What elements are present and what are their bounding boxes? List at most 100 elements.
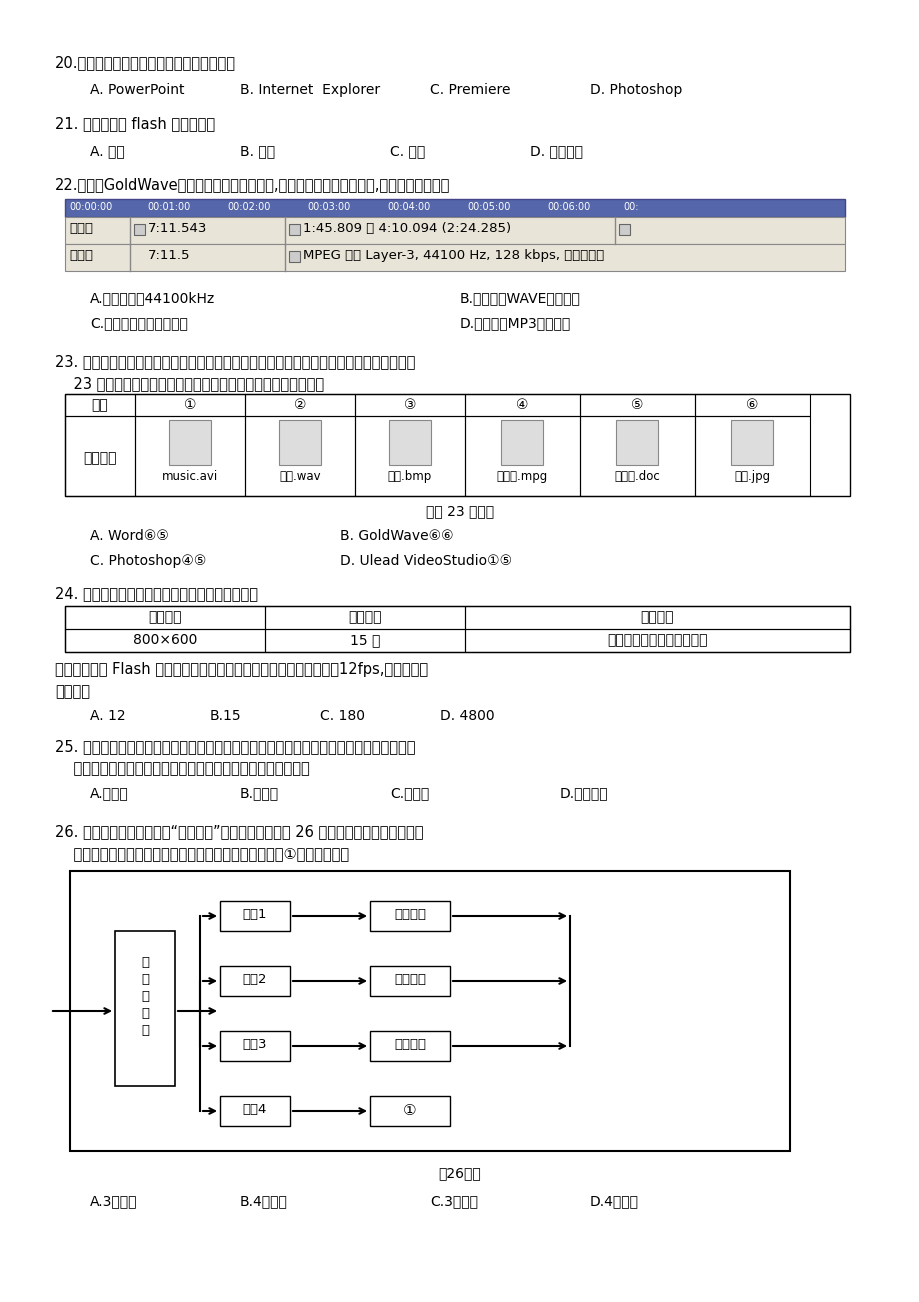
Text: 15 秒: 15 秒 [349,633,380,647]
Text: 7:11.5: 7:11.5 [148,249,190,262]
Text: 界: 界 [141,1006,149,1019]
Text: C.这是一个单声道的音频: C.这是一个单声道的音频 [90,316,187,329]
Text: D. 4800: D. 4800 [439,710,494,723]
Text: 该同学准备用 Flash 软件制作这个片头动画，文档的帧频属性设置为12fps,则该文档总: 该同学准备用 Flash 软件制作这个片头动画，文档的帧频属性设置为12fps,… [55,661,427,677]
Bar [694,395,809,417]
Text: （第 23 题图）: （第 23 题图） [425,504,494,518]
Text: 25. 小李在暑期参观了上海世博会，他想把一些好的场景以图片的形式拍摄下来，以便回家: 25. 小李在暑期参观了上海世博会，他想把一些好的场景以图片的形式拍摄下来，以便… [55,740,415,754]
Text: C.扫描义: C.扫描义 [390,786,429,799]
Text: 1:45.809 到 4:10.094 (2:24.285): 1:45.809 到 4:10.094 (2:24.285) [302,223,511,234]
Bar [65,243,844,271]
Bar [694,417,809,496]
Bar [355,417,464,496]
Text: 26. 小明准备制作一个宣传“绿色环保”的多媒体作品，第 26 题图所示是该作品的模块设: 26. 小明准备制作一个宣传“绿色环保”的多媒体作品，第 26 题图所示是该作品… [55,824,423,838]
Bar [278,421,321,465]
Text: 天音.wav: 天音.wav [278,470,321,483]
Text: ①: ① [184,398,196,411]
Text: 22.小张用GoldWave软件打开了一个声音文件,其状态栏界面如下图所示,下列说法正确的是: 22.小张用GoldWave软件打开了一个声音文件,其状态栏界面如下图所示,下列… [55,177,450,191]
Text: 后放入自己的博客中，他可以使用的最恰当的图像采集工具为: 后放入自己的博客中，他可以使用的最恰当的图像采集工具为 [55,760,310,776]
Text: ⑤: ⑤ [630,398,643,411]
Text: C. 180: C. 180 [320,710,365,723]
Text: B.4，帮助: B.4，帮助 [240,1194,288,1208]
Text: 20.浏览因特网上的网页，通常使用的软件是: 20.浏览因特网上的网页，通常使用的软件是 [55,55,236,70]
Text: 00:06:00: 00:06:00 [547,202,590,212]
Text: 按钮1: 按钮1 [243,907,267,921]
Text: 7:11.543: 7:11.543 [148,223,207,234]
Text: A.打印机: A.打印机 [90,786,129,799]
Text: C.3，退出: C.3，退出 [429,1194,478,1208]
Bar [579,417,694,496]
Bar [65,417,135,496]
Text: 23 题图）是素材与对应处理软件的组合，你认为选用合适的是: 23 题图）是素材与对应处理软件的组合，你认为选用合适的是 [55,376,323,391]
Text: 郁金香.mpg: 郁金香.mpg [496,470,548,483]
Text: 按钮3: 按钮3 [243,1038,267,1051]
Text: 媒体素材: 媒体素材 [640,611,674,624]
Bar [244,395,355,417]
Text: A.3，帮助: A.3，帮助 [90,1194,137,1208]
Text: 23. 小明想创建一个介绍学校园林的多媒体作品，其中很多素材需要加工处理，下面（如第: 23. 小明想创建一个介绍学校园林的多媒体作品，其中很多素材需要加工处理，下面（… [55,354,414,368]
Text: music.avi: music.avi [162,470,218,483]
Text: B.这是一个WAVE格式音频: B.这是一个WAVE格式音频 [460,292,580,305]
Bar [70,871,789,1151]
Text: 00:: 00: [622,202,638,212]
Bar [65,199,844,217]
Text: 24. 下表是某同学制作的片头文字脚本的一部分：: 24. 下表是某同学制作的片头文字脚本的一部分： [55,586,257,602]
Text: 主: 主 [141,956,149,969]
Text: 00:02:00: 00:02:00 [227,202,270,212]
Text: 计框架图，可见，在主交互界面中包含的模块个数以及①处的内容应为: 计框架图，可见，在主交互界面中包含的模块个数以及①处的内容应为 [55,846,348,861]
Text: B.15: B.15 [210,710,242,723]
Bar [579,395,694,417]
Bar [464,395,579,417]
Bar [618,224,630,234]
Text: ②: ② [293,398,306,411]
Text: 00:01:00: 00:01:00 [147,202,190,212]
Bar [265,629,464,652]
Text: 绻蔻.bmp: 绻蔻.bmp [388,470,432,483]
Bar [115,931,175,1086]
Bar [369,901,449,931]
Text: D.数码相机: D.数码相机 [560,786,608,799]
Text: 素材文件: 素材文件 [83,450,117,465]
Text: 环保常识: 环保常识 [393,907,425,921]
Bar [65,605,265,629]
Text: C. Photoshop④⑤: C. Photoshop④⑤ [90,553,206,568]
Text: D.这是一个MP3格式音频: D.这是一个MP3格式音频 [460,316,571,329]
Text: D. Ulead VideoStudio①⑤: D. Ulead VideoStudio①⑤ [340,553,512,568]
Bar [355,395,464,417]
Bar [289,251,300,262]
Text: C. Premiere: C. Premiere [429,83,510,98]
Text: 大气污染: 大气污染 [393,973,425,986]
Text: 00:03:00: 00:03:00 [307,202,350,212]
Bar [65,395,135,417]
Text: B.摄像头: B.摄像头 [240,786,278,799]
Bar [369,1096,449,1126]
Text: 编号: 编号 [92,398,108,411]
Bar [65,605,849,652]
Bar [464,417,579,496]
Text: A. PowerPoint: A. PowerPoint [90,83,185,98]
Text: 郁金香.doc: 郁金香.doc [614,470,660,483]
Text: 未修改: 未修改 [69,249,93,262]
Text: 21. 以下不属于 flash 中元件的是: 21. 以下不属于 flash 中元件的是 [55,116,215,132]
Text: B. GoldWave⑥⑥: B. GoldWave⑥⑥ [340,529,453,543]
Text: ③: ③ [403,398,415,411]
Bar [220,901,289,931]
Text: D. 影片剪辑: D. 影片剪辑 [529,145,583,158]
Bar [501,421,543,465]
Text: D.4，退出: D.4，退出 [589,1194,639,1208]
Text: ①: ① [403,1103,416,1118]
Bar [616,421,658,465]
Bar [265,605,464,629]
Bar [369,1031,449,1061]
Text: 红叶.jpg: 红叶.jpg [733,470,770,483]
Text: 水源污染: 水源污染 [393,1038,425,1051]
Text: 第26题图: 第26题图 [438,1167,481,1180]
Bar [220,1096,289,1126]
Text: 画面尺寸: 画面尺寸 [148,611,182,624]
Text: C. 按鈕: C. 按鈕 [390,145,425,158]
Text: 交: 交 [141,973,149,986]
Text: 的帧数为: 的帧数为 [55,684,90,699]
Bar [731,421,773,465]
Text: A. 12: A. 12 [90,710,126,723]
Bar [289,224,300,234]
